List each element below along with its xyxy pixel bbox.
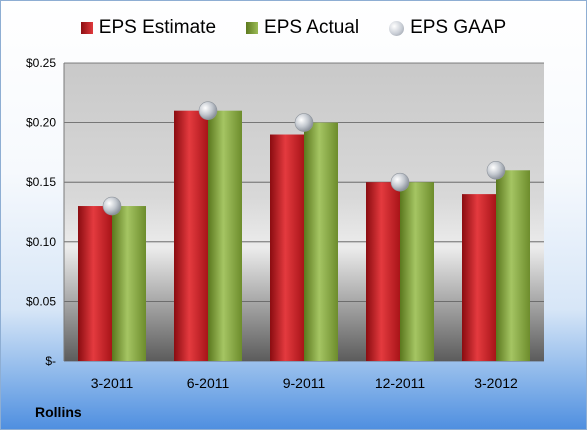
legend-item-gaap: EPS GAAP: [389, 17, 506, 39]
x-tick-label: 3-2012: [474, 375, 518, 391]
y-tick-label: $0.05: [26, 294, 56, 308]
legend-item-estimate: EPS Estimate: [80, 17, 217, 39]
bar-eps-actual: [400, 182, 434, 361]
bar-eps-actual: [208, 110, 242, 362]
x-tick-label: 6-2011: [187, 375, 230, 391]
company-name: Rollins: [35, 404, 82, 420]
bar-eps-actual: [496, 170, 530, 361]
y-tick-label: $-: [45, 354, 56, 368]
x-tick-label: 9-2011: [283, 375, 326, 391]
legend-swatch-estimate: [80, 22, 93, 34]
bar-eps-actual: [304, 122, 338, 361]
bar-eps-estimate: [366, 182, 400, 361]
x-tick-label: 3-2011: [91, 375, 134, 391]
y-tick-label: $0.10: [26, 235, 56, 249]
legend-label-actual: EPS Actual: [264, 17, 360, 38]
chart-legend: EPS Estimate EPS Actual EPS GAAP: [1, 17, 586, 39]
bar-eps-estimate: [174, 110, 208, 362]
y-tick-label: $0.25: [26, 56, 56, 70]
legend-label-estimate: EPS Estimate: [98, 17, 217, 38]
point-eps-gaap: [294, 113, 314, 132]
gaap-points: [102, 101, 506, 216]
bar-eps-actual: [112, 206, 146, 361]
point-eps-gaap: [198, 101, 218, 120]
legend-label-gaap: EPS GAAP: [410, 17, 507, 38]
x-axis-ticks: 3-2011 6-2011 9-2011 12-2011 3-2012: [91, 375, 518, 391]
x-tick-label: 12-2011: [375, 375, 426, 391]
y-axis-ticks: $- $0.05 $0.10 $0.15 $0.20 $0.25: [26, 56, 56, 368]
bar-eps-estimate: [462, 194, 496, 361]
bar-eps-estimate: [78, 206, 112, 361]
point-eps-gaap: [102, 196, 122, 216]
legend-item-actual: EPS Actual: [246, 17, 359, 39]
legend-swatch-gaap: [389, 20, 405, 36]
point-eps-gaap: [486, 160, 506, 180]
y-tick-label: $0.15: [26, 175, 56, 189]
y-tick-label: $0.20: [26, 116, 56, 130]
point-eps-gaap: [390, 172, 410, 192]
legend-swatch-actual: [246, 22, 259, 34]
bar-group: [78, 110, 530, 362]
bar-eps-estimate: [270, 134, 304, 361]
